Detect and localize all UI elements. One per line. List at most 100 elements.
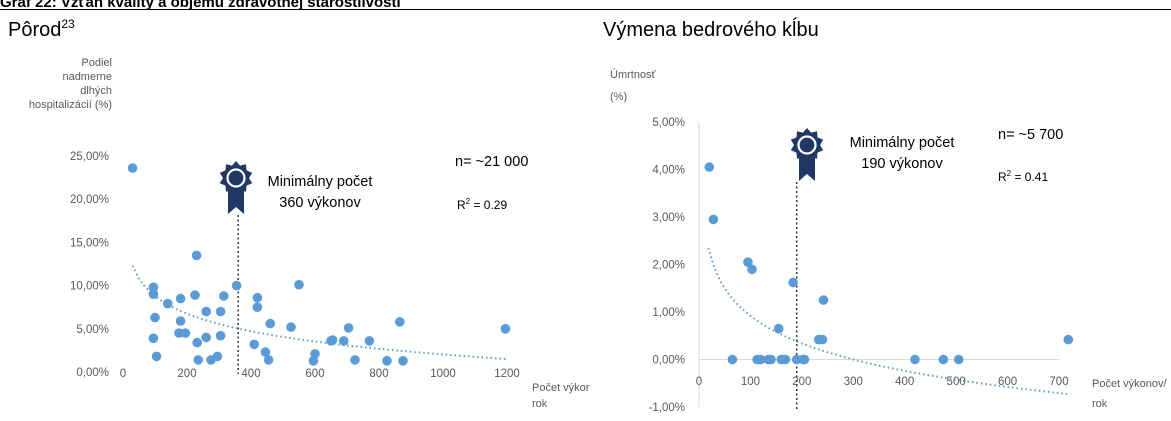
data-point xyxy=(727,354,738,365)
data-point xyxy=(191,250,202,261)
x-tick-label: 800 xyxy=(369,368,388,380)
y-tick-label: 1,00% xyxy=(652,307,685,319)
data-point xyxy=(212,351,223,362)
data-point xyxy=(799,354,810,365)
x-axis-label: Počet výkonov/rok xyxy=(532,382,590,410)
x-tick-label: 100 xyxy=(741,376,760,388)
data-point xyxy=(252,292,263,303)
data-point xyxy=(953,354,964,365)
y-tick-label: 2,00% xyxy=(652,260,685,272)
data-point xyxy=(150,312,160,323)
y-axis-label: Úmrtnosť (%) xyxy=(610,68,657,103)
data-point xyxy=(249,339,259,350)
data-point xyxy=(231,280,242,291)
data-point xyxy=(294,279,304,290)
birth-scatter-chart: Pôrod23 Podiel nadmerne dlhých hospitalizáci… xyxy=(8,17,590,410)
y-tick-label: 0,00% xyxy=(76,367,109,379)
x-tick-label: 500 xyxy=(947,376,966,388)
y-tick-label: -1,00% xyxy=(649,402,685,414)
x-tick-label: 400 xyxy=(895,376,914,388)
data-point xyxy=(398,356,408,366)
y-tick-label: 4,00% xyxy=(652,165,685,177)
data-point xyxy=(148,282,159,293)
r-squared-label: R2 = 0.29 xyxy=(457,197,507,212)
data-point xyxy=(327,335,338,345)
y-tick-label: 25,00% xyxy=(70,151,109,163)
data-point xyxy=(310,349,320,359)
data-point xyxy=(175,293,186,304)
figure-title: Graf 22: Vzťah kvality a objemu zdravotn… xyxy=(0,0,401,11)
sample-size-label: n= ~21 000 xyxy=(455,154,528,170)
data-point xyxy=(395,317,405,327)
data-point xyxy=(175,316,186,326)
data-point xyxy=(148,333,159,344)
data-point xyxy=(766,354,776,365)
data-point xyxy=(704,162,715,172)
x-tick-label: 0 xyxy=(120,368,126,380)
data-point xyxy=(252,302,263,313)
x-tick-label: 1000 xyxy=(430,368,456,380)
figure-header: Graf 22: Vzťah kvality a objemu zdravotn… xyxy=(0,0,1171,14)
x-tick-label: 1200 xyxy=(494,368,520,380)
data-point xyxy=(382,356,392,366)
chart-title: Výmena bedrového kĺbu xyxy=(603,17,819,41)
data-point xyxy=(708,214,719,225)
award-badge-icon xyxy=(790,128,824,181)
data-point xyxy=(773,323,784,334)
threshold-annotation: Minimálny počet xyxy=(850,135,955,151)
data-point xyxy=(818,295,829,305)
data-point xyxy=(780,354,791,365)
x-tick-label: 300 xyxy=(844,376,863,388)
x-tick-label: 200 xyxy=(792,376,811,388)
data-point xyxy=(364,336,375,346)
data-point xyxy=(192,337,202,348)
data-point xyxy=(339,336,349,346)
data-point xyxy=(163,298,173,309)
data-point xyxy=(215,306,226,317)
data-point xyxy=(201,306,211,317)
data-point xyxy=(193,355,203,365)
award-badge-icon xyxy=(219,161,253,214)
data-point xyxy=(343,323,354,333)
threshold-annotation: 360 výkonov xyxy=(279,195,361,211)
y-tick-label: 20,00% xyxy=(70,194,109,206)
chart-title: Pôrod23 xyxy=(8,17,75,41)
data-point xyxy=(219,291,229,301)
y-tick-label: 3,00% xyxy=(652,212,685,224)
trendline xyxy=(707,247,1070,396)
threshold-annotation: 190 výkonov xyxy=(861,156,943,172)
y-tick-label: 10,00% xyxy=(70,281,109,293)
data-point xyxy=(755,354,766,365)
x-tick-label: 0 xyxy=(696,376,702,388)
data-point xyxy=(500,324,511,334)
data-point xyxy=(350,355,360,365)
x-axis-label: Počet výkonov/rok xyxy=(1092,378,1168,410)
data-point xyxy=(910,354,920,365)
data-point xyxy=(260,347,271,357)
threshold-annotation: Minimálny počet xyxy=(268,174,373,190)
x-tick-label: 600 xyxy=(305,368,324,380)
data-point xyxy=(263,355,274,365)
data-point xyxy=(286,322,296,332)
data-point xyxy=(127,163,138,173)
data-point xyxy=(190,290,200,300)
trendline xyxy=(131,265,508,360)
y-tick-label: 5,00% xyxy=(76,324,109,336)
data-point xyxy=(148,289,159,300)
data-point xyxy=(938,354,949,365)
y-axis-label: Podiel nadmerne dlhých hospitalizácií (%) xyxy=(29,57,112,111)
x-tick-label: 600 xyxy=(998,376,1017,388)
data-point xyxy=(747,264,757,275)
data-point xyxy=(743,257,753,267)
sample-size-label: n= ~5 700 xyxy=(998,127,1063,143)
data-point xyxy=(215,330,226,341)
title-superscript: 23 xyxy=(61,17,75,31)
data-point xyxy=(151,351,162,362)
x-tick-label: 700 xyxy=(1049,376,1068,388)
x-tick-label: 400 xyxy=(241,368,260,380)
y-tick-label: 15,00% xyxy=(70,237,109,249)
y-tick-label: 5,00% xyxy=(652,117,685,129)
data-point xyxy=(817,334,828,345)
y-tick-label: 0,00% xyxy=(652,355,685,367)
data-point xyxy=(788,277,798,288)
